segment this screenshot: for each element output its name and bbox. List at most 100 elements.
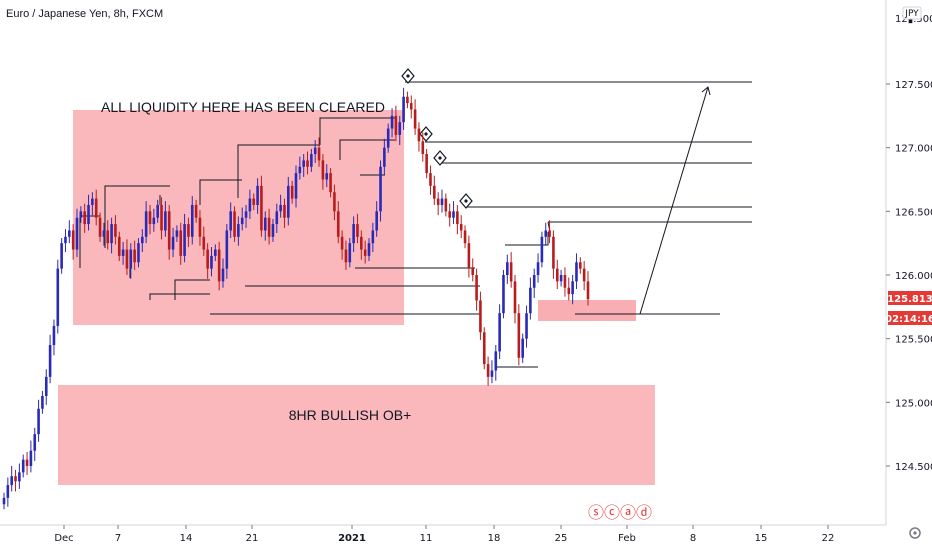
candle-body <box>91 198 94 205</box>
candle-body <box>175 230 179 237</box>
candle-body <box>10 476 13 486</box>
candle-body <box>406 96 409 104</box>
candle-body <box>71 230 75 250</box>
candle-body <box>152 217 156 225</box>
currency-badge[interactable]: JPY <box>902 6 922 20</box>
candle-body <box>371 230 375 244</box>
price-axis[interactable]: 124.500 125.000 125.500 126.000 126.500 127.0… <box>886 80 932 473</box>
time-axis[interactable]: Dec 7 14 21 2021 11 18 25 Feb 8 15 22 <box>54 525 834 544</box>
candle-body <box>375 211 378 231</box>
candle-body <box>244 211 248 218</box>
candle-body <box>571 281 574 295</box>
candle-body <box>18 472 21 482</box>
candle-body <box>417 128 421 142</box>
watermark-logo: ⓢⓒⓐⓓ <box>588 503 652 522</box>
candle-body <box>160 204 163 231</box>
candle-body <box>233 211 236 237</box>
candle-body <box>529 287 532 314</box>
bullish-ob-annotation: 8HR BULLISH OB+ <box>289 407 412 423</box>
time-tick-label: 11 <box>420 533 433 544</box>
time-tick-label: 15 <box>755 533 768 544</box>
candle-body <box>48 345 52 377</box>
candle-body <box>75 217 79 250</box>
candle-body <box>94 198 98 218</box>
candle-body <box>452 211 455 218</box>
candle-body <box>444 198 448 212</box>
candle-body <box>290 185 294 199</box>
candle-body <box>33 434 37 451</box>
diamond-marker-icon <box>459 193 473 209</box>
candle-body <box>506 262 509 275</box>
candle-body <box>517 313 521 358</box>
candle-body <box>68 230 71 237</box>
candle-body <box>167 211 171 250</box>
chart-title: Euro / Japanese Yen, 8h, FXCM <box>6 8 164 20</box>
candle-body <box>217 249 221 282</box>
candle-body <box>513 281 517 314</box>
candle-body <box>256 185 259 205</box>
candle-body <box>37 408 40 435</box>
candle-body <box>87 204 90 225</box>
candle-body <box>379 166 382 212</box>
candle-body <box>141 236 144 244</box>
candle-body <box>25 459 29 466</box>
price-tick-label: 126.000 <box>895 271 932 282</box>
candle-body <box>367 243 371 256</box>
candle-body <box>225 230 229 269</box>
candle-body <box>532 275 536 288</box>
candle-body <box>206 249 209 269</box>
candle-body <box>425 154 428 174</box>
candle-body <box>114 224 117 237</box>
candle-body <box>552 236 555 269</box>
candle-body <box>287 185 290 218</box>
candle-body <box>390 115 394 129</box>
candle-body <box>2 497 6 505</box>
candle-body <box>482 332 486 365</box>
time-tick-label: Feb <box>618 533 636 544</box>
diamond-marker-icon <box>401 68 415 84</box>
candle-body <box>436 198 440 205</box>
price-tick-label: 126.500 <box>895 207 932 218</box>
price-tick-label: 124.500 <box>895 462 932 473</box>
candle-body <box>567 287 571 295</box>
candle-body <box>190 204 194 237</box>
candle-body <box>125 249 129 269</box>
candle-body <box>575 262 578 282</box>
candle-body <box>164 211 167 231</box>
candle-body <box>144 211 148 237</box>
candle-body <box>56 268 60 326</box>
candle-body <box>521 338 524 358</box>
candlesticks <box>2 87 590 510</box>
candle-body <box>252 198 256 205</box>
candle-body <box>494 351 498 371</box>
candle-body <box>202 236 206 250</box>
candle-body <box>409 103 413 110</box>
candle-body <box>413 109 417 129</box>
candle-body <box>183 224 186 256</box>
candle-body <box>490 370 494 377</box>
price-tick-label: 127.000 <box>895 144 932 155</box>
price-tick-label: 125.500 <box>895 335 932 346</box>
candle-body <box>133 249 136 263</box>
candle-body <box>283 204 286 218</box>
candle-body <box>41 395 44 409</box>
candle-body <box>102 230 106 237</box>
candle-body <box>525 313 528 339</box>
candle-body <box>64 236 67 244</box>
candle-body <box>467 243 471 269</box>
level-line <box>174 279 210 300</box>
candle-body <box>394 115 398 135</box>
candle-body <box>156 204 159 218</box>
current-price-tag: 125.813 <box>887 291 932 305</box>
candle-body <box>463 230 467 244</box>
level-line <box>237 144 320 198</box>
candle-body <box>559 275 563 282</box>
time-tick-label: Dec <box>54 533 73 544</box>
candle-body <box>325 173 329 180</box>
gear-icon[interactable] <box>909 527 921 539</box>
candle-body <box>456 211 459 225</box>
candle-body <box>98 217 102 237</box>
time-tick-label: 8 <box>690 533 696 544</box>
candle-body <box>509 262 513 282</box>
